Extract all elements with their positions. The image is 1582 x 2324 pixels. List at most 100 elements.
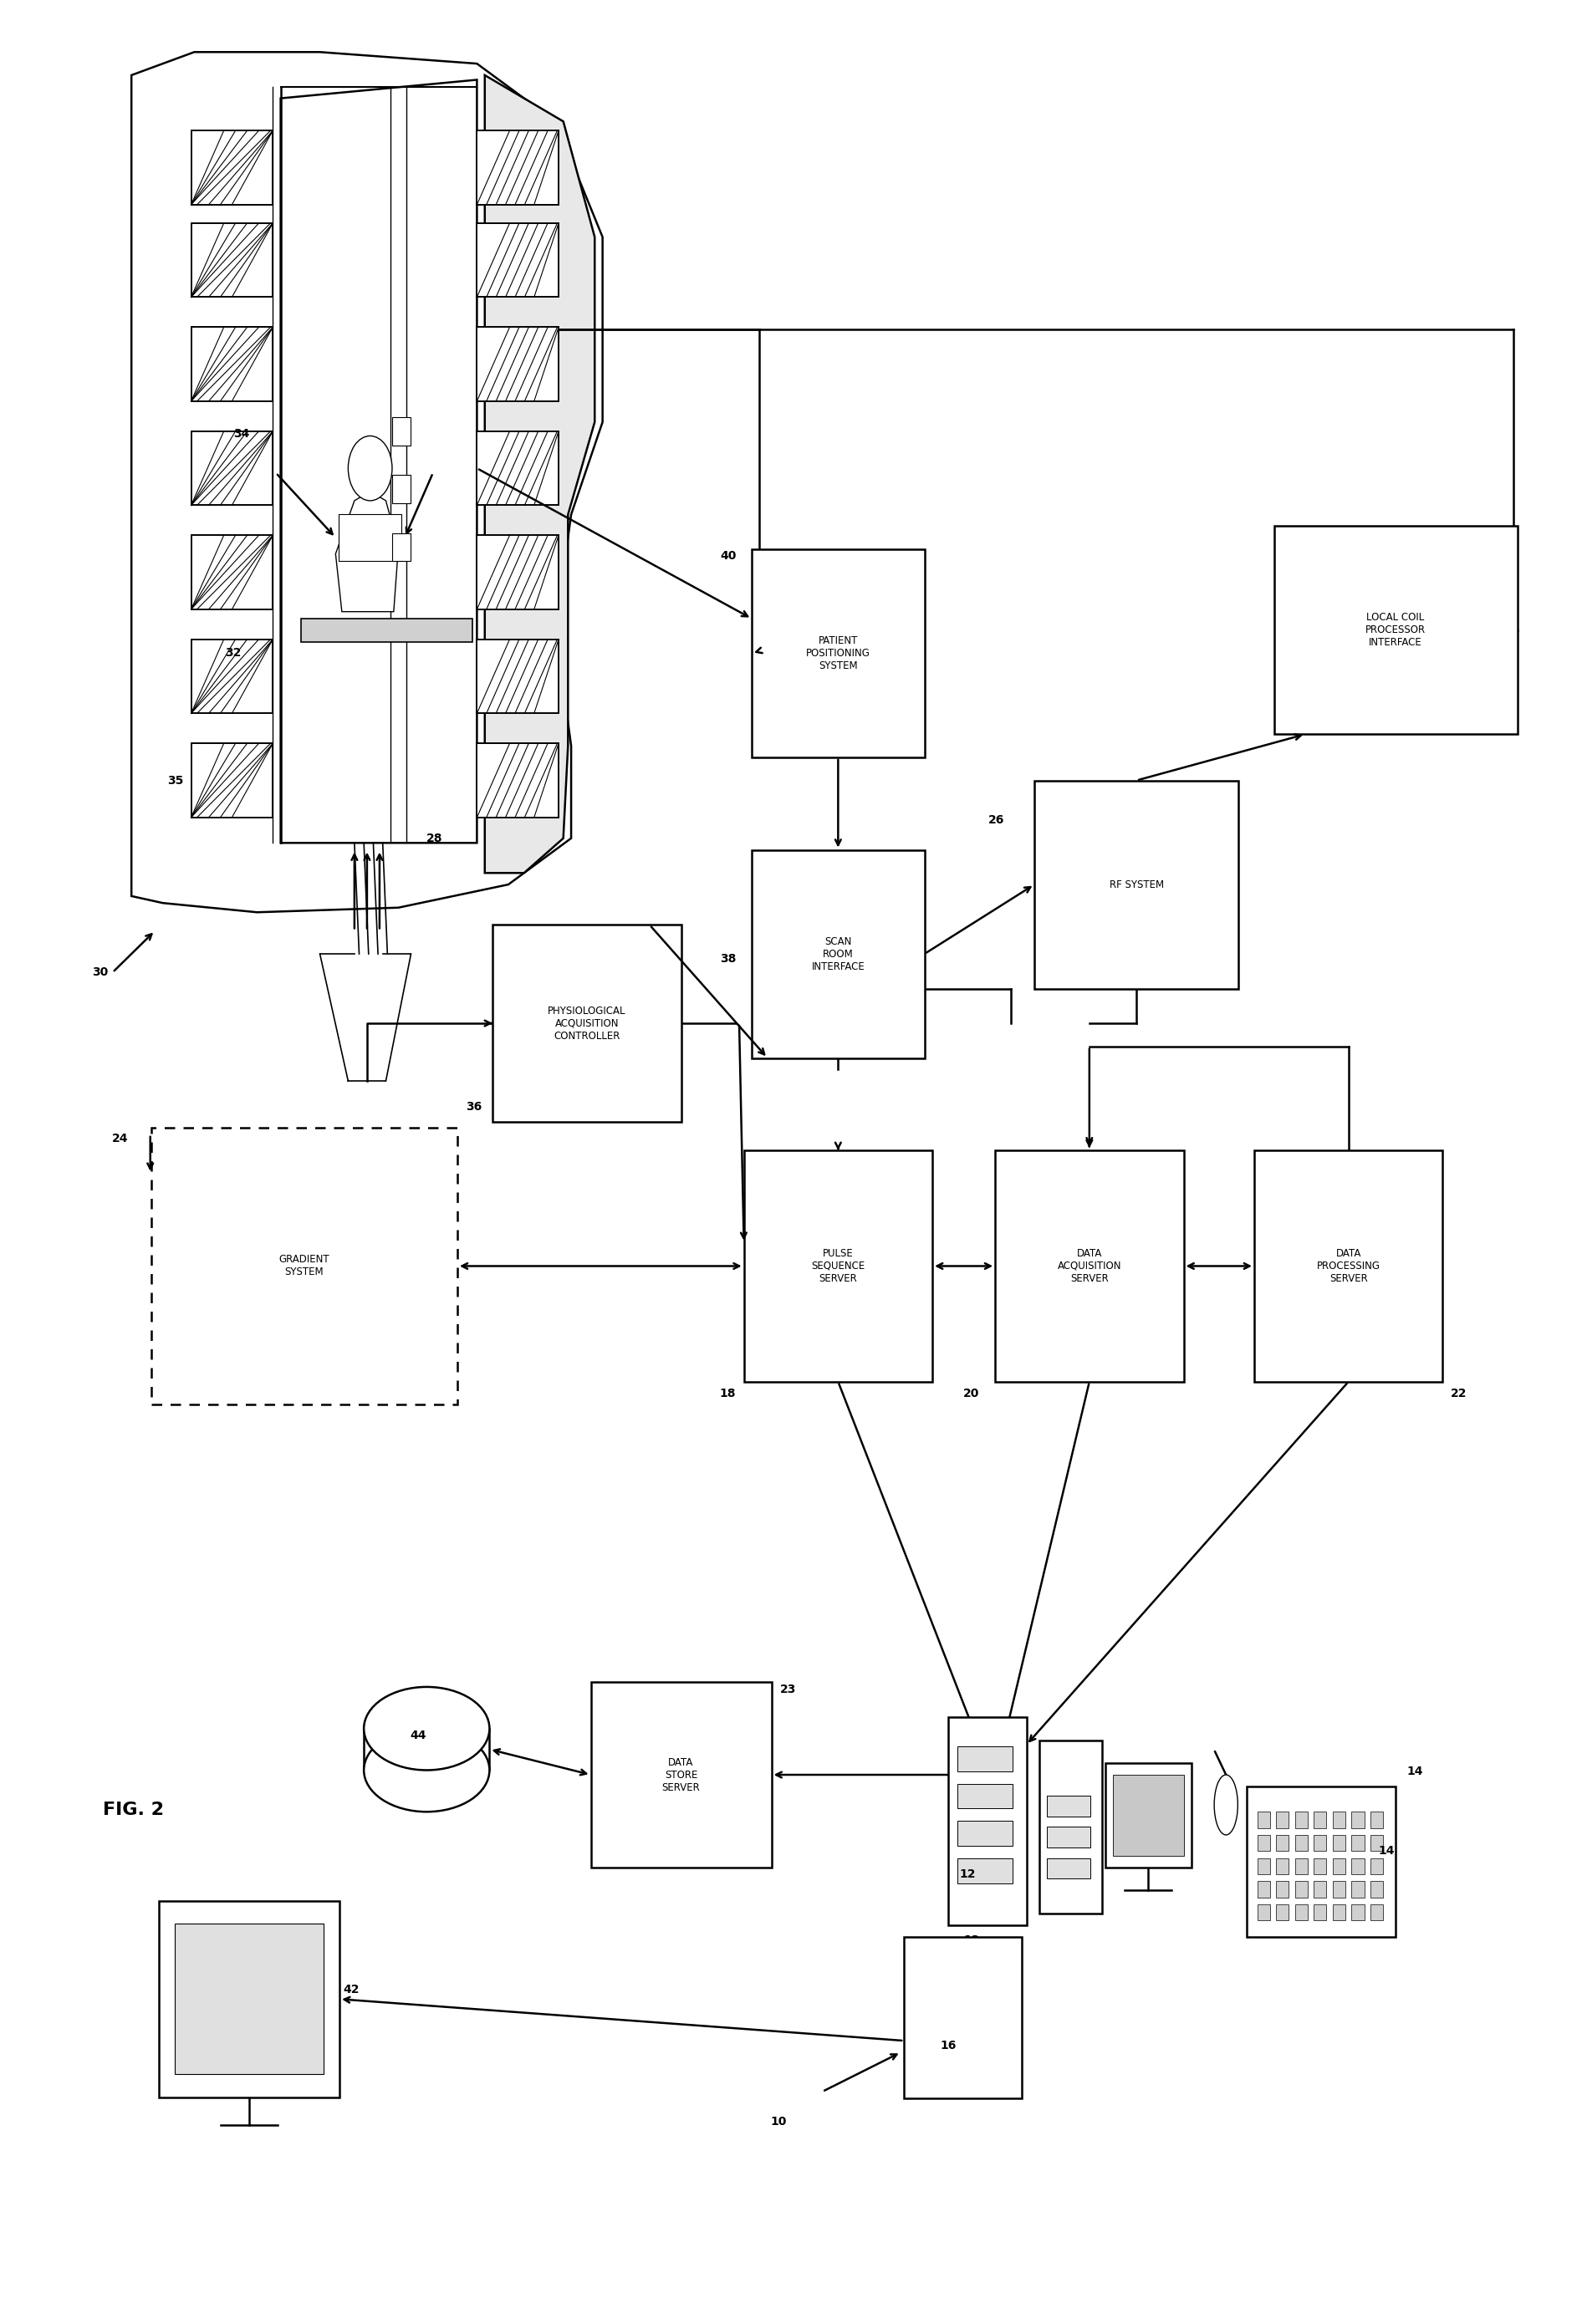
Text: SCAN
ROOM
INTERFACE: SCAN ROOM INTERFACE (812, 937, 865, 971)
Text: 10: 10 (770, 2115, 786, 2126)
Text: 34: 34 (233, 428, 250, 439)
Bar (1351, 1857, 1364, 1873)
Bar (191, 130, 272, 205)
Bar (751, 851, 924, 1057)
Text: 32: 32 (225, 648, 242, 660)
Bar (476, 432, 558, 504)
Bar (751, 548, 924, 758)
PathPatch shape (484, 74, 595, 874)
PathPatch shape (280, 79, 476, 844)
Bar (948, 1717, 1027, 1924)
Text: 40: 40 (720, 551, 736, 562)
Bar (1296, 1836, 1308, 1852)
Text: DATA
ACQUISITION
SERVER: DATA ACQUISITION SERVER (1057, 1248, 1122, 1285)
Bar (476, 223, 558, 297)
Text: DATA
PROCESSING
SERVER: DATA PROCESSING SERVER (1316, 1248, 1380, 1285)
Bar (476, 223, 558, 297)
Bar (1247, 1787, 1395, 1936)
Bar (191, 328, 272, 402)
PathPatch shape (335, 490, 399, 611)
Bar (191, 223, 272, 297)
Text: 42: 42 (343, 1985, 359, 1996)
Bar (476, 639, 558, 713)
Bar (1112, 1776, 1183, 1857)
Circle shape (348, 437, 392, 500)
Text: 12: 12 (963, 1934, 979, 1945)
Text: RF SYSTEM: RF SYSTEM (1109, 878, 1164, 890)
Bar (1351, 1836, 1364, 1852)
Bar (1351, 1903, 1364, 1920)
Text: DATA
STORE
SERVER: DATA STORE SERVER (661, 1757, 701, 1792)
Bar (1274, 525, 1517, 734)
Bar (1332, 1857, 1345, 1873)
Bar (957, 1822, 1012, 1845)
Bar (1255, 1150, 1443, 1383)
Bar (1277, 1836, 1289, 1852)
Bar (1296, 1903, 1308, 1920)
Bar (1258, 1836, 1270, 1852)
Text: PHYSIOLOGICAL
ACQUISITION
CONTROLLER: PHYSIOLOGICAL ACQUISITION CONTROLLER (547, 1006, 626, 1041)
Bar (1315, 1813, 1326, 1829)
Bar (1332, 1880, 1345, 1896)
Text: 22: 22 (1451, 1387, 1467, 1399)
Text: PATIENT
POSITIONING
SYSTEM: PATIENT POSITIONING SYSTEM (805, 634, 870, 672)
Bar (1258, 1903, 1270, 1920)
Bar (1296, 1880, 1308, 1896)
Bar (1277, 1813, 1289, 1829)
Bar (392, 532, 411, 560)
Bar (1370, 1836, 1383, 1852)
Bar (1277, 1903, 1289, 1920)
Bar (1035, 781, 1239, 988)
Text: 28: 28 (427, 832, 443, 844)
Bar (476, 639, 558, 713)
Bar (150, 1127, 457, 1404)
Bar (476, 535, 558, 609)
Bar (476, 328, 558, 402)
Bar (1047, 1827, 1090, 1848)
Bar (1039, 1741, 1103, 1913)
Text: 35: 35 (168, 774, 184, 786)
Bar (476, 744, 558, 818)
Bar (191, 223, 272, 297)
Bar (191, 535, 272, 609)
Bar (1277, 1857, 1289, 1873)
Text: 44: 44 (410, 1729, 427, 1741)
Text: 12: 12 (959, 1868, 976, 1880)
Bar (1106, 1764, 1191, 1866)
Bar (1258, 1880, 1270, 1896)
Bar (903, 1936, 1022, 2099)
Bar (1370, 1903, 1383, 1920)
Bar (339, 514, 402, 560)
Bar (1258, 1857, 1270, 1873)
Bar (590, 1683, 772, 1866)
Bar (1332, 1813, 1345, 1829)
Bar (476, 328, 558, 402)
Bar (1370, 1813, 1383, 1829)
Bar (191, 744, 272, 818)
Bar (1258, 1813, 1270, 1829)
Bar (191, 432, 272, 504)
Bar (191, 639, 272, 713)
Ellipse shape (364, 1729, 489, 1813)
Bar (392, 418, 411, 446)
Bar (1296, 1857, 1308, 1873)
Bar (492, 925, 682, 1122)
Bar (476, 744, 558, 818)
Text: 23: 23 (780, 1683, 796, 1694)
Text: 16: 16 (940, 2040, 957, 2052)
PathPatch shape (131, 51, 603, 913)
Bar (957, 1859, 1012, 1882)
Bar (191, 744, 272, 818)
Bar (1047, 1857, 1090, 1878)
Text: 38: 38 (720, 953, 736, 964)
Bar (1047, 1796, 1090, 1817)
Text: 18: 18 (720, 1387, 736, 1399)
Text: 14: 14 (1406, 1766, 1422, 1778)
Text: LOCAL COIL
PROCESSOR
INTERFACE: LOCAL COIL PROCESSOR INTERFACE (1365, 611, 1425, 648)
Text: FIG. 2: FIG. 2 (103, 1801, 165, 1817)
Bar (191, 535, 272, 609)
Text: 20: 20 (963, 1387, 979, 1399)
Bar (392, 474, 411, 502)
Bar (1332, 1836, 1345, 1852)
Text: 30: 30 (92, 967, 108, 978)
